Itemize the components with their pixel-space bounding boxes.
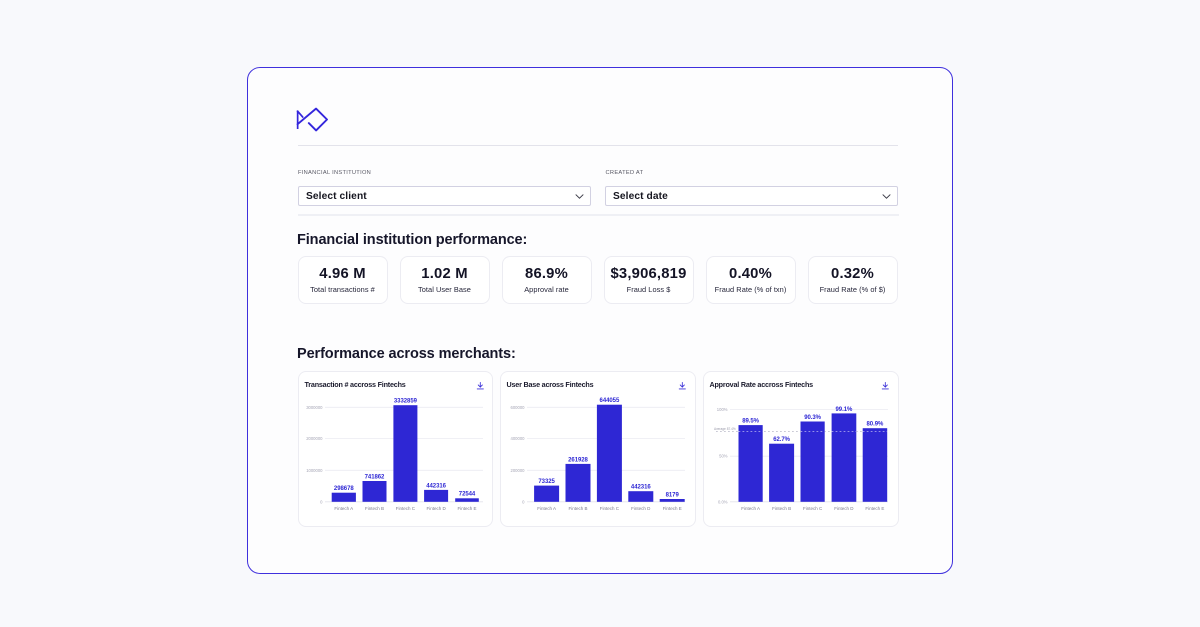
svg-text:Fintech E: Fintech E [457,506,476,511]
svg-text:644055: 644055 [600,398,620,404]
svg-text:600000: 600000 [511,404,526,409]
svg-text:0.0%: 0.0% [718,499,728,504]
svg-text:Fintech A: Fintech A [537,506,556,511]
svg-text:100%: 100% [717,407,728,412]
svg-text:3000000: 3000000 [306,404,323,409]
svg-text:Fintech D: Fintech D [426,506,446,511]
svg-text:Fintech D: Fintech D [631,506,651,511]
svg-text:741862: 741862 [364,474,384,480]
svg-text:Fintech C: Fintech C [803,506,823,511]
svg-text:1000000: 1000000 [306,467,323,472]
svg-text:200000: 200000 [511,467,526,472]
svg-text:Fintech D: Fintech D [834,506,854,511]
svg-text:Fintech A: Fintech A [741,506,760,511]
svg-text:89.5%: 89.5% [742,418,759,424]
svg-text:Fintech C: Fintech C [395,506,415,511]
svg-text:73325: 73325 [539,479,556,485]
svg-text:Average 87.4%: Average 87.4% [714,427,736,431]
svg-text:Fintech E: Fintech E [865,506,884,511]
svg-text:442316: 442316 [426,483,446,489]
svg-text:442316: 442316 [631,484,651,490]
svg-text:8179: 8179 [666,492,680,498]
svg-text:261928: 261928 [568,457,588,463]
svg-text:400000: 400000 [511,435,526,440]
svg-text:2000000: 2000000 [306,435,323,440]
svg-text:User Base across Fintechs: User Base across Fintechs [507,380,594,389]
svg-text:Fintech C: Fintech C [600,506,620,511]
svg-text:Fintech B: Fintech B [569,506,588,511]
svg-text:90.3%: 90.3% [804,414,821,420]
svg-text:Fintech E: Fintech E [663,506,682,511]
svg-text:62.7%: 62.7% [773,437,790,443]
svg-text:3332859: 3332859 [393,398,417,404]
svg-text:Transaction # accross Fintechs: Transaction # accross Fintechs [304,380,405,389]
svg-text:99.1%: 99.1% [836,406,853,412]
svg-text:Fintech B: Fintech B [772,506,791,511]
svg-text:0: 0 [320,499,323,504]
svg-text:0: 0 [522,499,525,504]
svg-text:Fintech B: Fintech B [364,506,383,511]
svg-text:Approval Rate accross Fintechs: Approval Rate accross Fintechs [710,380,814,389]
svg-text:298678: 298678 [333,486,353,492]
svg-text:72544: 72544 [458,491,475,497]
svg-text:50%: 50% [719,453,728,458]
svg-text:80.9%: 80.9% [867,421,884,427]
svg-text:Fintech A: Fintech A [334,506,353,511]
